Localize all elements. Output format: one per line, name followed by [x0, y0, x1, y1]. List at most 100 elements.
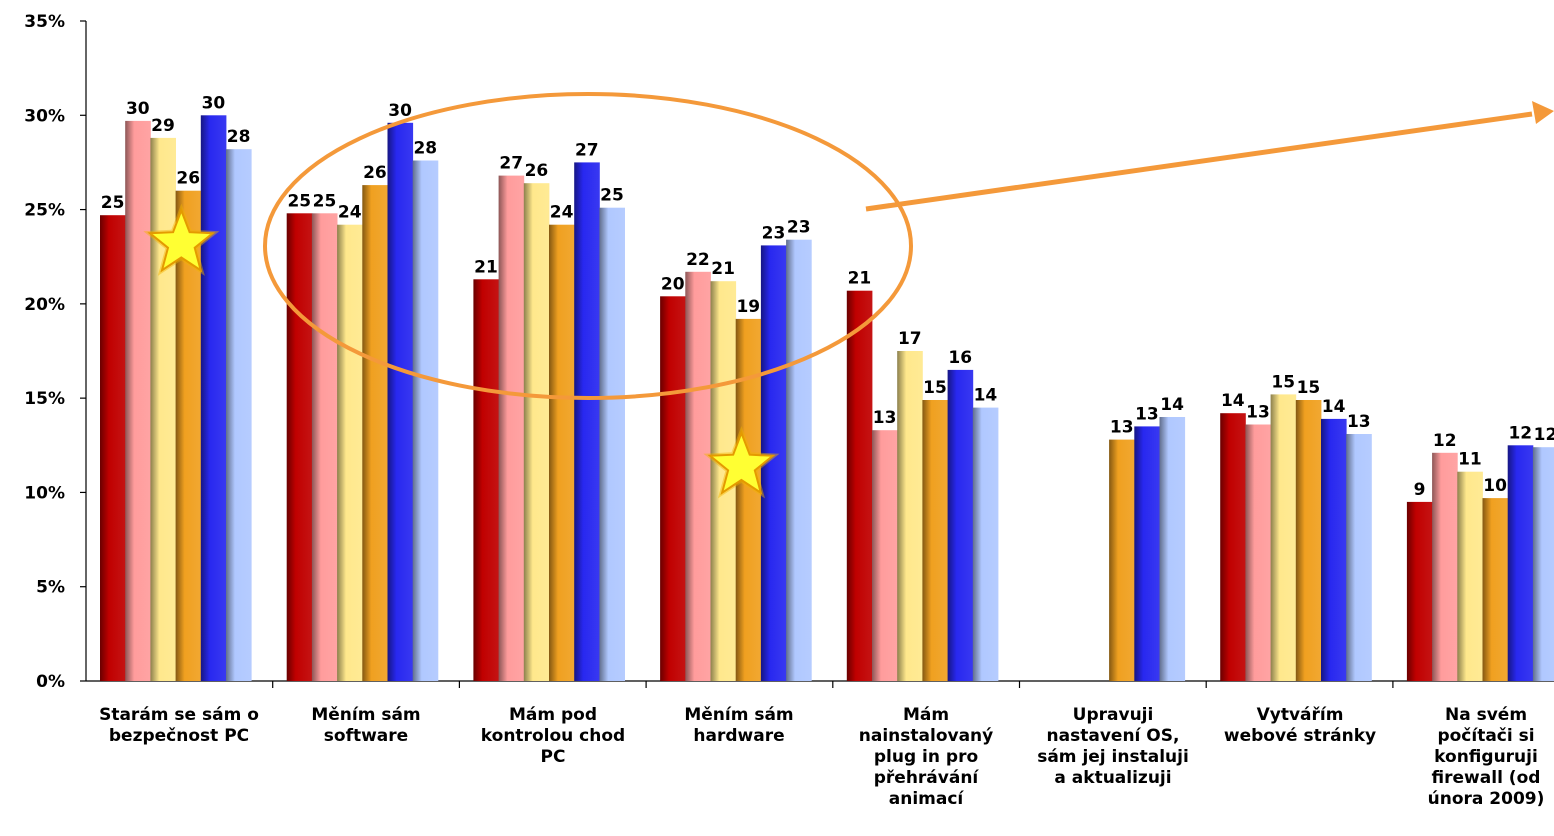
data-label: 13 — [1135, 404, 1159, 424]
data-label: 17 — [898, 329, 922, 349]
y-tick-label: 35% — [24, 12, 65, 32]
x-tick-label: Vytvářím webové stránky — [1223, 705, 1377, 746]
bar — [1507, 445, 1534, 681]
bars — [100, 115, 1554, 682]
data-label: 13 — [1110, 418, 1134, 438]
data-label: 30 — [202, 93, 226, 113]
bar — [660, 296, 686, 681]
bar — [1482, 498, 1509, 681]
bar — [549, 224, 575, 681]
bar — [226, 149, 252, 681]
data-label: 24 — [550, 203, 574, 223]
bar — [523, 183, 550, 681]
y-tick-label: 20% — [24, 295, 65, 315]
annotations — [143, 92, 1554, 499]
annotation-arrow-shaft — [865, 111, 1533, 212]
data-label: 27 — [575, 140, 599, 160]
bar — [1220, 413, 1246, 681]
data-label: 21 — [711, 259, 735, 279]
data-label: 16 — [948, 348, 972, 368]
data-label: 30 — [388, 101, 412, 121]
bar — [1109, 439, 1135, 681]
bar — [362, 185, 388, 681]
bar — [599, 207, 625, 681]
data-label: 14 — [1322, 397, 1346, 417]
data-label: 15 — [1297, 378, 1321, 398]
bar — [685, 271, 711, 681]
x-tick-label: Měním sám hardware — [684, 705, 794, 746]
data-label: 25 — [101, 193, 125, 213]
bar — [1321, 418, 1347, 681]
bar — [846, 290, 873, 681]
y-tick-label: 25% — [24, 201, 65, 221]
bar — [286, 213, 313, 682]
annotation-arrow-head — [1532, 101, 1554, 124]
data-label: 13 — [873, 408, 897, 428]
data-label: 28 — [413, 139, 437, 159]
data-label: 12 — [1508, 423, 1532, 443]
data-label: 26 — [525, 161, 549, 181]
bar — [574, 162, 600, 681]
bar — [1245, 424, 1271, 681]
data-label: 23 — [787, 218, 811, 238]
bar — [498, 175, 525, 681]
star-icon — [147, 207, 216, 273]
bar — [972, 407, 999, 681]
bar — [125, 120, 151, 681]
data-label: 21 — [474, 257, 498, 277]
bar — [1532, 447, 1554, 681]
data-label: 19 — [736, 297, 760, 317]
bar — [473, 279, 499, 681]
star-icon — [707, 430, 776, 495]
x-tick-label: Mám pod kontrolou chod PC — [480, 705, 626, 767]
bar — [1295, 400, 1322, 681]
data-label: 13 — [1347, 412, 1371, 432]
bar — [175, 190, 202, 681]
bar — [1432, 452, 1458, 681]
x-tick-label: Měním sám software — [311, 705, 421, 746]
data-label: 22 — [686, 250, 710, 270]
data-label: 30 — [126, 99, 150, 119]
bar — [1457, 471, 1483, 681]
x-tick-label: Starám se sám o bezpečnost PC — [99, 705, 259, 746]
data-label: 15 — [923, 378, 947, 398]
data-label: 27 — [499, 154, 523, 174]
x-tick-label: Mám nainstalovaný plug in pro přehrávání… — [858, 705, 994, 809]
data-label: 10 — [1483, 476, 1507, 496]
data-label: 23 — [762, 223, 786, 243]
data-label: 25 — [313, 191, 337, 211]
data-label: 14 — [1221, 391, 1245, 411]
data-label: 29 — [151, 116, 175, 136]
bar — [1159, 417, 1186, 681]
bar — [311, 213, 338, 682]
data-label: 26 — [363, 163, 387, 183]
data-label: 25 — [287, 191, 311, 211]
data-label: 24 — [338, 203, 362, 223]
y-tick-label: 30% — [24, 106, 65, 126]
bar — [1134, 426, 1160, 681]
bar — [947, 369, 974, 681]
data-label: 15 — [1271, 372, 1295, 392]
bar — [1346, 434, 1372, 681]
highlight-ellipse — [263, 92, 913, 400]
bar — [922, 400, 948, 681]
y-tick-label: 5% — [36, 578, 65, 598]
y-tick-label: 15% — [24, 389, 65, 409]
bar — [337, 224, 363, 681]
data-label: 21 — [848, 269, 872, 289]
data-label: 25 — [600, 186, 624, 206]
x-tick-label: Na svém počítači si konfiguruji firewall… — [1427, 705, 1545, 809]
bar — [735, 318, 762, 681]
data-label: 12 — [1534, 425, 1554, 445]
data-label: 13 — [1246, 403, 1270, 423]
bar — [387, 122, 414, 682]
data-label: 26 — [176, 169, 200, 189]
data-label: 12 — [1433, 431, 1457, 451]
data-label: 9 — [1414, 480, 1426, 500]
y-tick-label: 0% — [36, 672, 65, 692]
bar — [1270, 394, 1297, 681]
bar — [897, 351, 923, 681]
x-tick-label: Upravuji nastavení OS, sám jej instaluji… — [1037, 705, 1189, 788]
